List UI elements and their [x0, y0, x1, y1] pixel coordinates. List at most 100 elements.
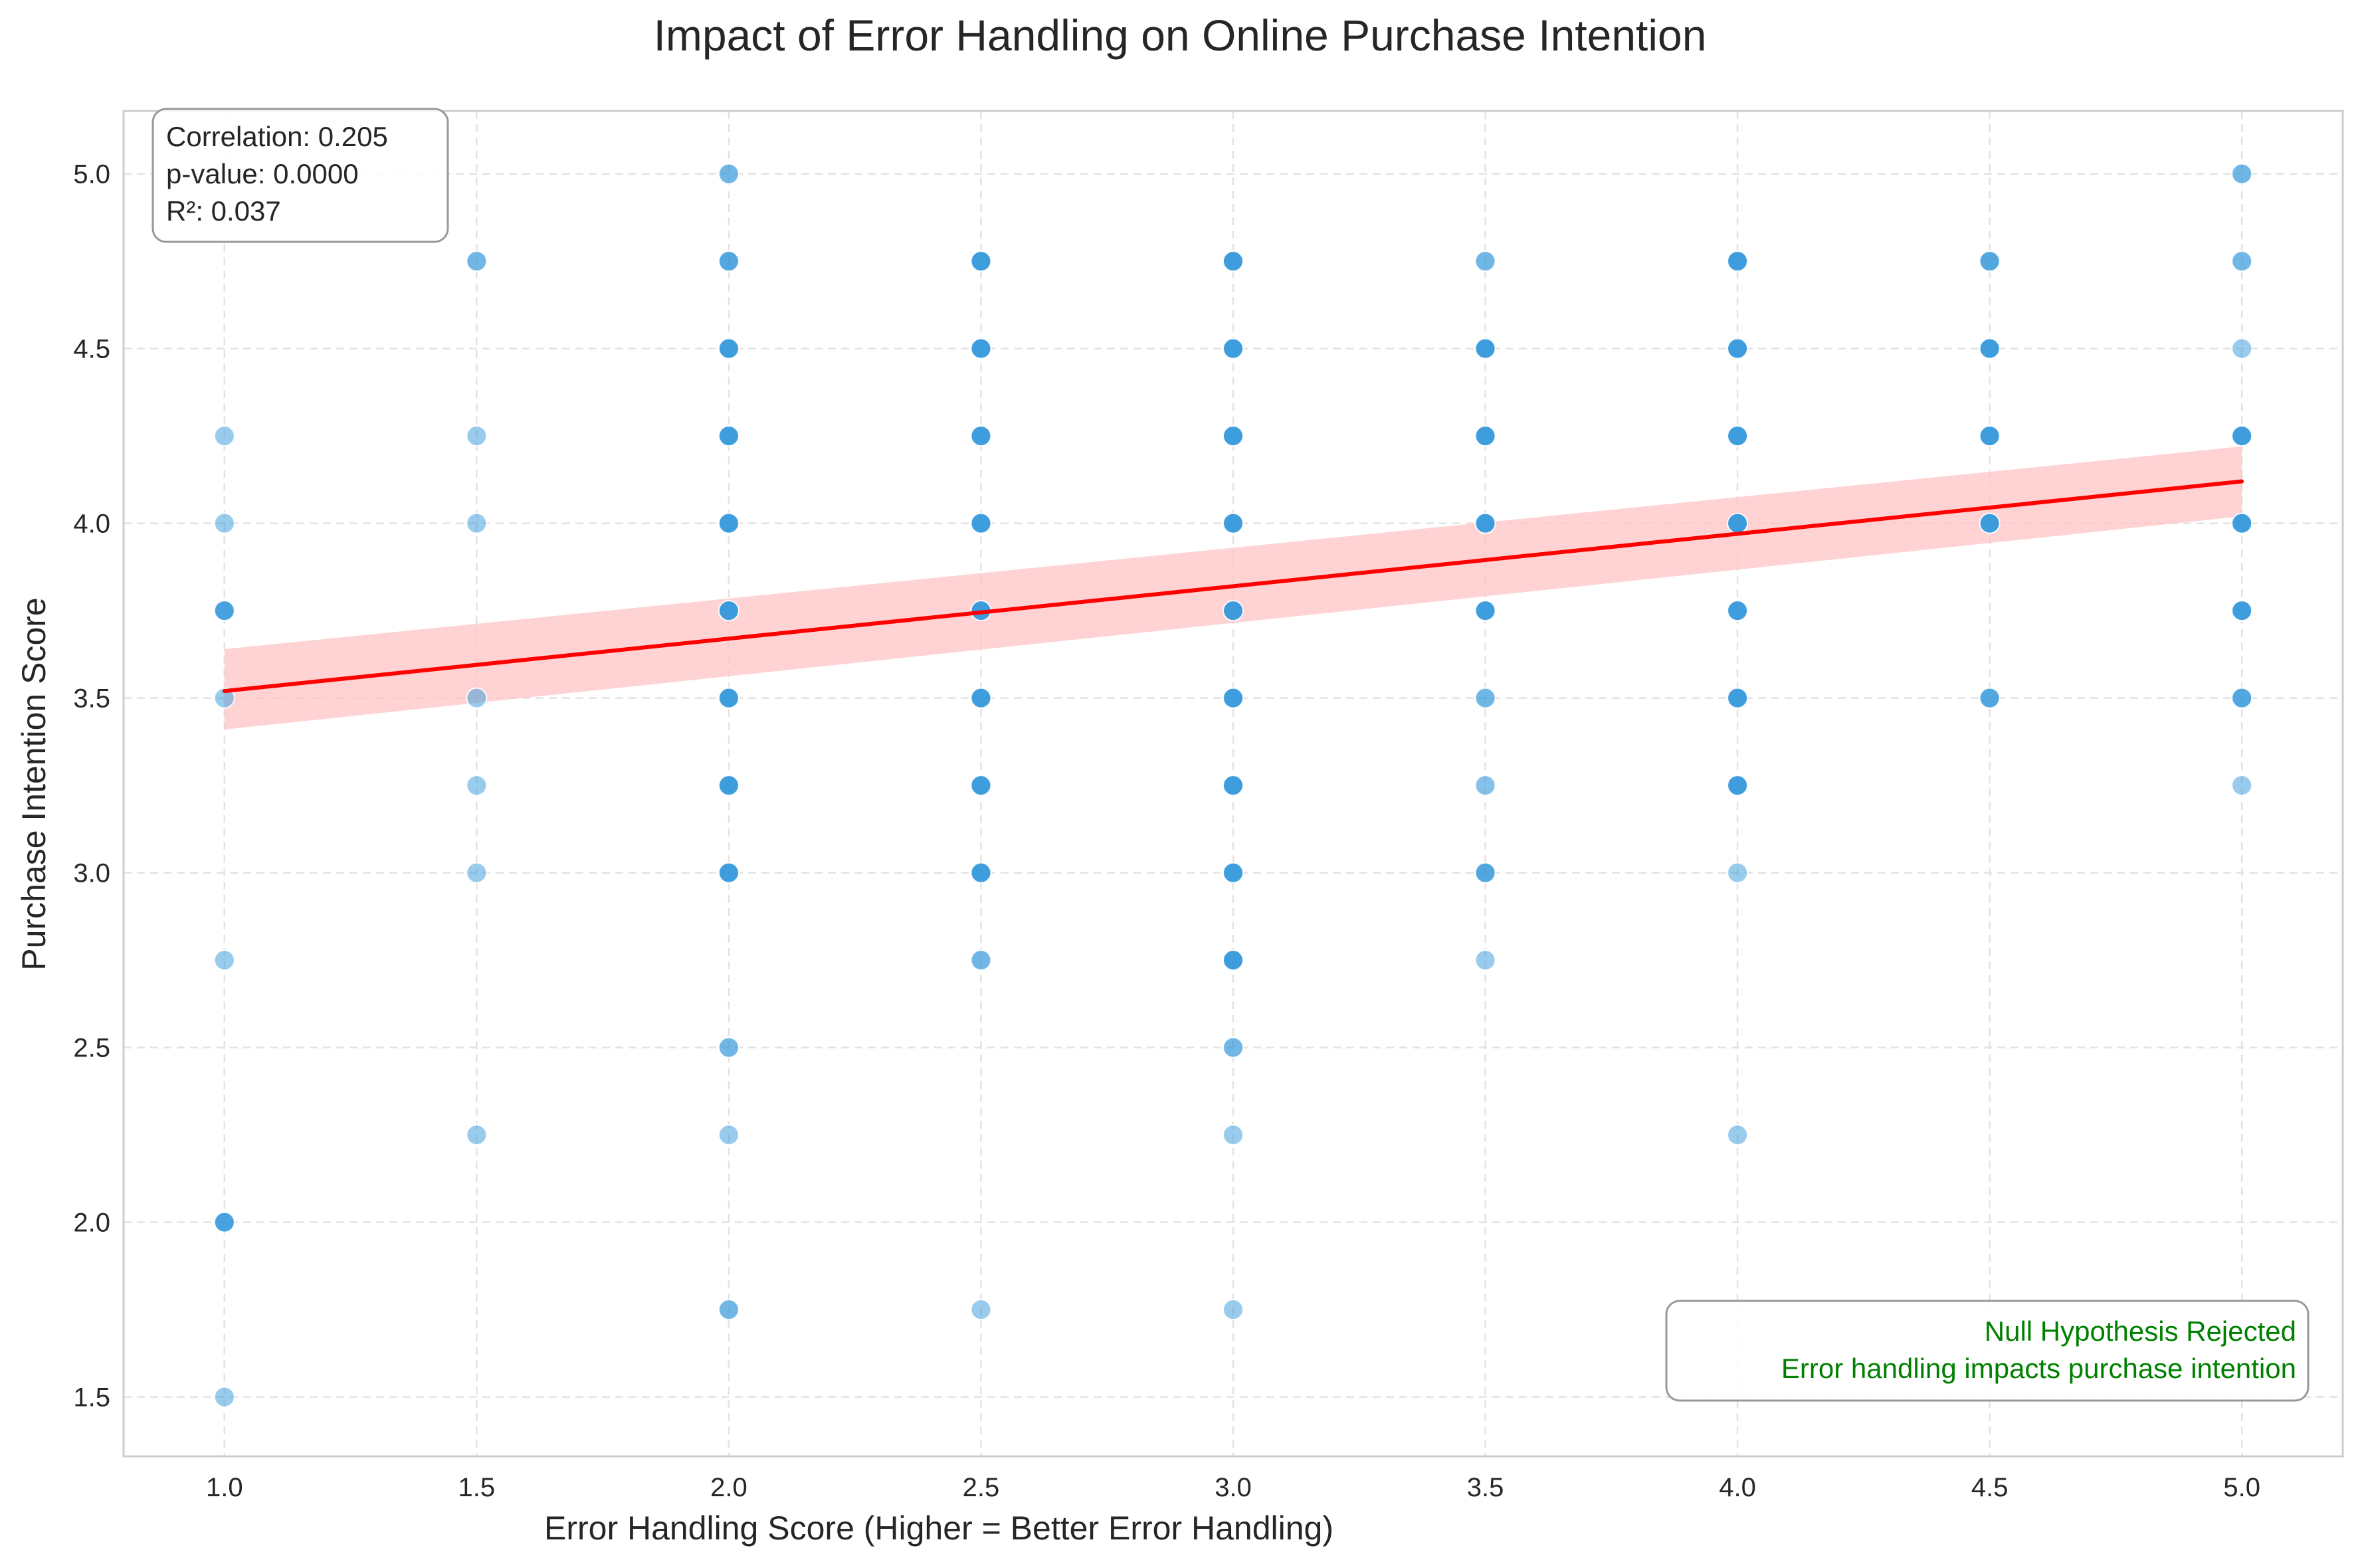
scatter-point — [718, 600, 739, 622]
scatter-point — [1474, 600, 1496, 622]
scatter-point — [213, 1386, 235, 1408]
scatter-point — [466, 425, 488, 447]
scatter-point — [2231, 163, 2253, 185]
scatter-point — [213, 687, 235, 709]
scatter-point — [718, 338, 739, 359]
scatter-point — [718, 687, 739, 709]
x-tick-label: 2.0 — [710, 1473, 747, 1502]
scatter-point — [2231, 512, 2253, 534]
y-tick-label: 1.5 — [73, 1383, 110, 1413]
stats-p-value: p-value: 0.0000 — [166, 158, 359, 189]
scatter-point — [718, 425, 739, 447]
regression-line — [222, 479, 2244, 694]
y-tick-label: 4.0 — [73, 510, 110, 539]
scatter-point — [1223, 1299, 1244, 1321]
scatter-point — [718, 1124, 739, 1146]
y-tick-label: 3.5 — [73, 684, 110, 714]
scatter-point — [970, 687, 992, 709]
scatter-point — [1727, 687, 1749, 709]
x-axis-ticks: 1.0 1.5 2.0 2.5 3.0 3.5 4.0 4.5 5.0 — [206, 1473, 2260, 1502]
x-tick-label: 5.0 — [2223, 1473, 2260, 1502]
chart-title: Impact of Error Handling on Online Purch… — [654, 11, 1707, 60]
scatter-point — [1223, 250, 1244, 272]
scatter-point — [1474, 687, 1496, 709]
scatter-point — [1223, 1036, 1244, 1058]
scatter-point — [2231, 775, 2253, 797]
stats-correlation: Correlation: 0.205 — [166, 121, 388, 152]
scatter-point — [1223, 949, 1244, 971]
x-tick-label: 1.0 — [206, 1473, 243, 1502]
conclusion-annotation-box: Null Hypothesis Rejected Error handling … — [1665, 1300, 2310, 1402]
scatter-point — [466, 687, 488, 709]
scatter-point — [1474, 338, 1496, 359]
scatter-point — [1474, 949, 1496, 971]
x-tick-label: 4.0 — [1719, 1473, 1756, 1502]
scatter-point — [718, 1036, 739, 1058]
stats-r-squared: R²: 0.037 — [166, 195, 281, 227]
regression-line-group — [222, 479, 2244, 694]
scatter-point — [1727, 1124, 1749, 1146]
conclusion-line-1: Null Hypothesis Rejected — [1985, 1316, 2296, 1347]
scatter-point — [970, 425, 992, 447]
scatter-point — [1223, 862, 1244, 884]
scatter-point — [1474, 512, 1496, 534]
scatter-point — [1223, 600, 1244, 622]
scatter-point — [2231, 425, 2253, 447]
scatter-point — [1223, 775, 1244, 797]
scatter-point — [1727, 338, 1749, 359]
y-axis-label: Purchase Intention Score — [15, 597, 52, 970]
scatter-point — [213, 1211, 235, 1233]
conclusion-line-2: Error handling impacts purchase intentio… — [1781, 1353, 2296, 1384]
scatter-point — [718, 163, 739, 185]
scatter-point — [1727, 512, 1749, 534]
scatter-point — [718, 775, 739, 797]
scatter-point — [466, 250, 488, 272]
scatter-point — [1727, 775, 1749, 797]
scatter-point — [970, 862, 992, 884]
scatter-point — [970, 250, 992, 272]
plot-frame — [122, 110, 2344, 1458]
scatter-point — [1223, 338, 1244, 359]
y-tick-label: 2.0 — [73, 1209, 110, 1238]
scatter-point — [1474, 250, 1496, 272]
scatter-point — [213, 949, 235, 971]
scatter-point — [970, 338, 992, 359]
x-tick-label: 1.5 — [458, 1473, 496, 1502]
scatter-point — [1979, 250, 2001, 272]
stats-annotation-box: Correlation: 0.205 p-value: 0.0000 R²: 0… — [151, 108, 449, 243]
scatter-point — [466, 775, 488, 797]
scatter-point — [2231, 687, 2253, 709]
y-axis-ticks: 1.5 2.0 2.5 3.0 3.5 4.0 4.5 5.0 — [73, 160, 110, 1413]
scatter-point — [466, 862, 488, 884]
scatter-point — [1979, 512, 2001, 534]
y-tick-label: 2.5 — [73, 1034, 110, 1063]
scatter-point — [1727, 862, 1749, 884]
scatter-point — [1223, 687, 1244, 709]
x-tick-label: 2.5 — [963, 1473, 1000, 1502]
scatter-point — [1474, 775, 1496, 797]
scatter-point — [970, 1299, 992, 1321]
scatter-point — [718, 862, 739, 884]
x-tick-label: 3.0 — [1215, 1473, 1252, 1502]
scatter-point — [466, 1124, 488, 1146]
y-tick-label: 4.5 — [73, 335, 110, 364]
scatter-point — [213, 425, 235, 447]
data-points — [213, 163, 2253, 1408]
scatter-point — [1727, 250, 1749, 272]
scatter-point — [1979, 338, 2001, 359]
scatter-point — [970, 512, 992, 534]
scatter-point — [466, 512, 488, 534]
scatter-point — [2231, 600, 2253, 622]
scatter-point — [1223, 1124, 1244, 1146]
scatter-point — [1223, 512, 1244, 534]
scatter-point — [213, 512, 235, 534]
scatter-point — [1979, 425, 2001, 447]
scatter-point — [1727, 600, 1749, 622]
scatter-point — [970, 775, 992, 797]
conclusion-box-frame — [1665, 1300, 2310, 1402]
scatter-point — [2231, 250, 2253, 272]
x-axis-label: Error Handling Score (Higher = Better Er… — [544, 1510, 1333, 1547]
scatter-point — [1979, 687, 2001, 709]
